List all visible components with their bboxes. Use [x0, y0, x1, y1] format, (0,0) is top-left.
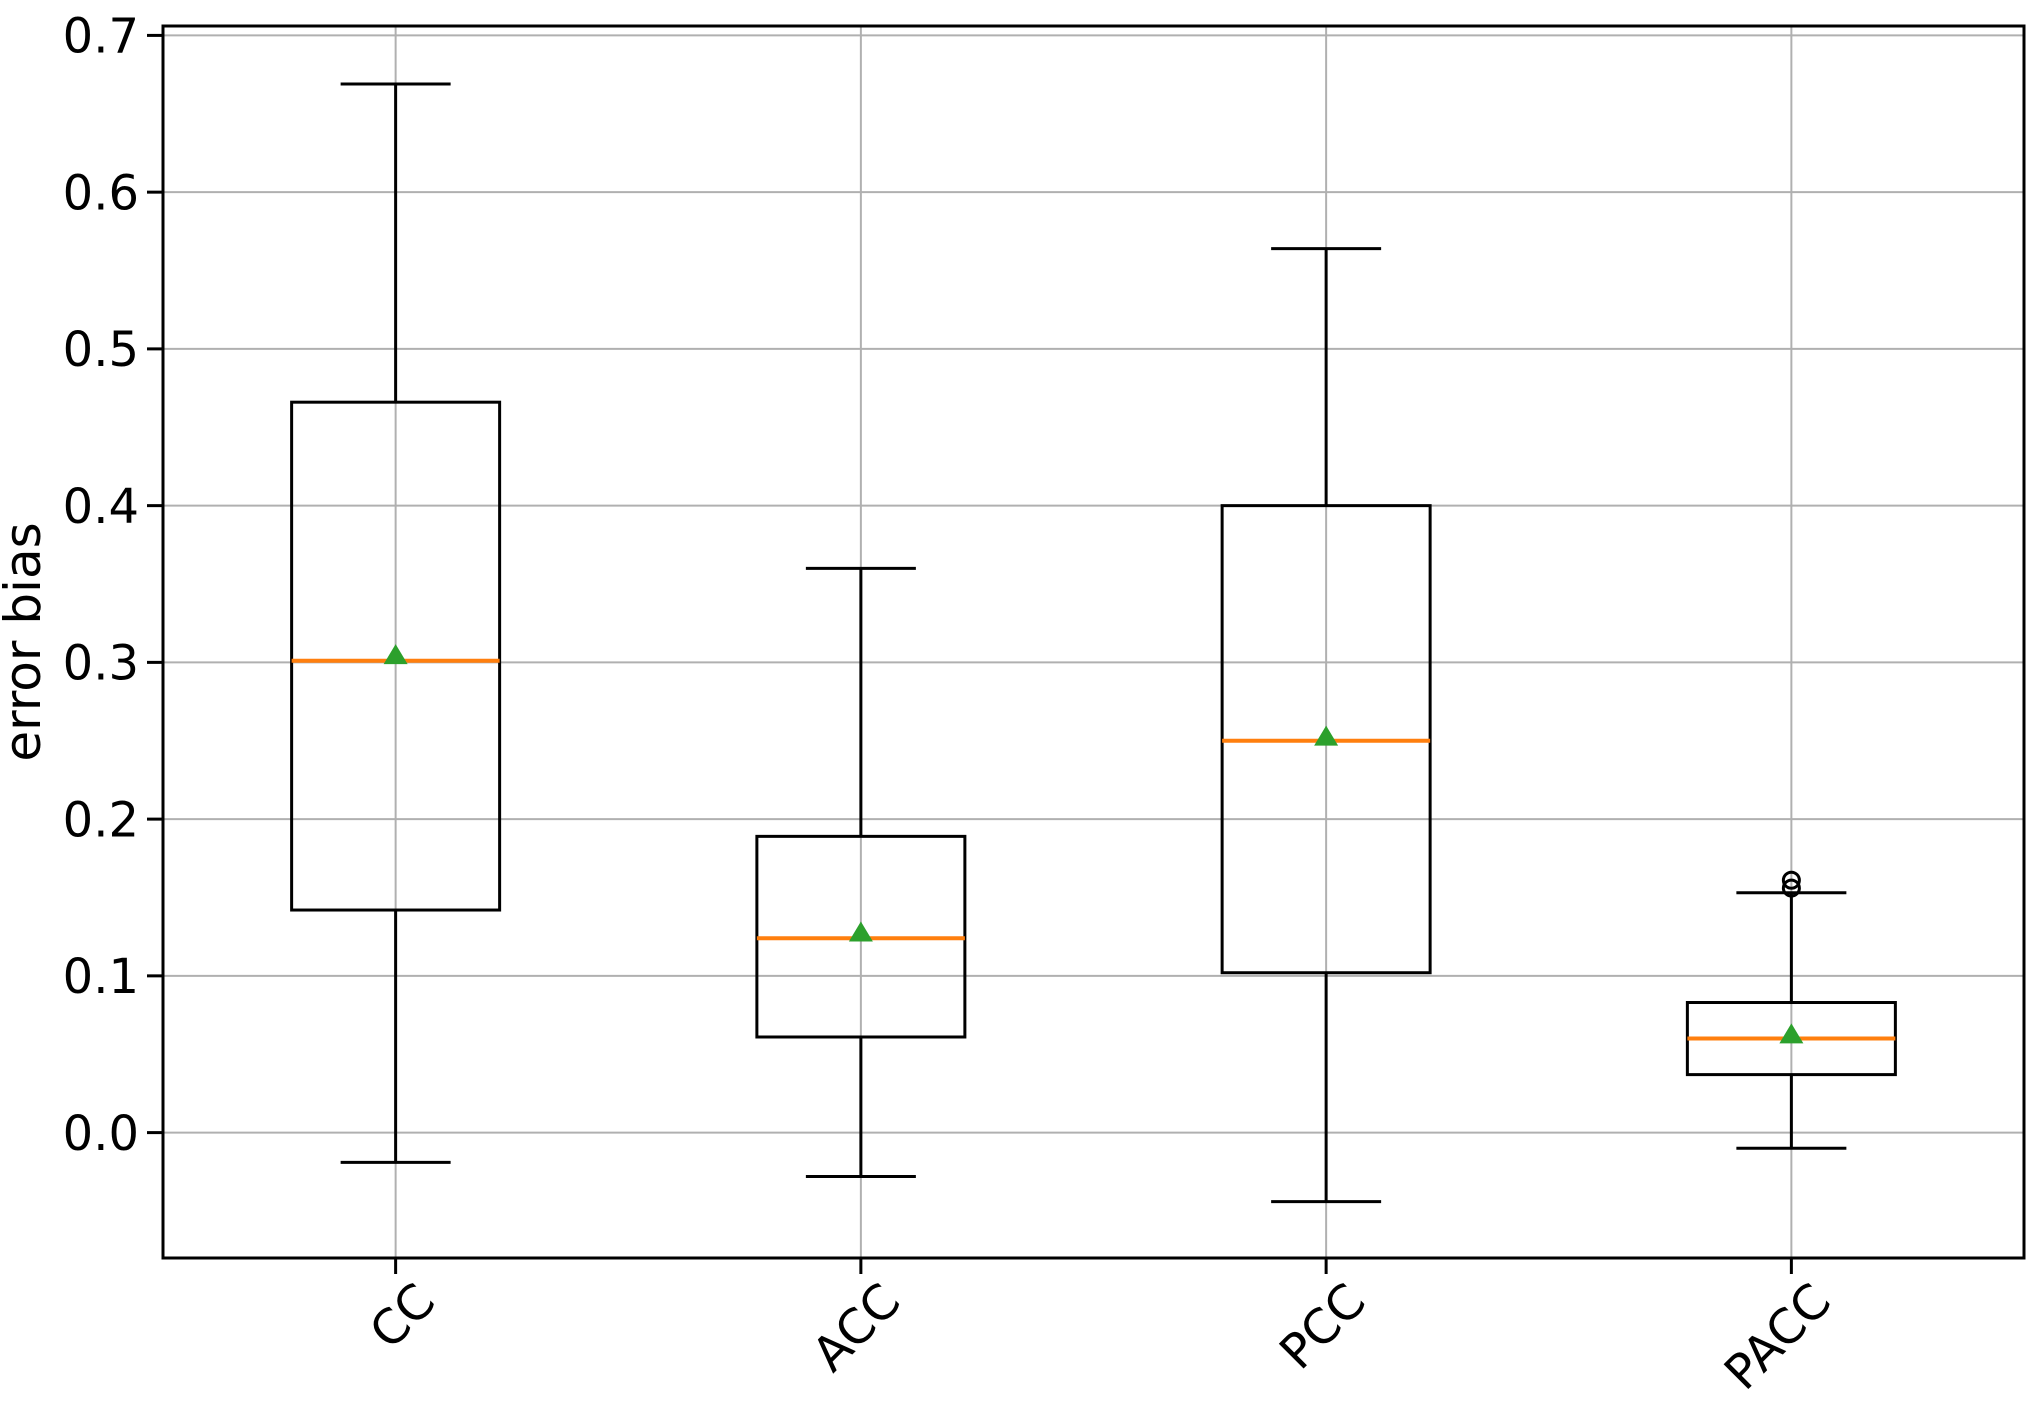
y-tick-label-0.7: 0.7 — [63, 9, 139, 65]
y-tick-label-0.0: 0.0 — [63, 1106, 139, 1162]
y-tick-label-0.1: 0.1 — [63, 949, 139, 1005]
x-tick-label-CC: CC — [359, 1273, 446, 1360]
y-tick-label-0.4: 0.4 — [63, 479, 139, 535]
y-tick-label-0.3: 0.3 — [63, 636, 139, 692]
iqr-box-CC — [290, 400, 502, 912]
x-tick-label-ACC: ACC — [802, 1273, 912, 1383]
mean-marker-ACC — [848, 921, 873, 942]
mean-marker-PCC — [1314, 725, 1339, 746]
mean-marker-CC — [383, 644, 408, 665]
mean-marker-PACC — [1779, 1023, 1804, 1044]
x-tick-label-PACC: PACC — [1714, 1273, 1842, 1401]
outlier-marker-PACC — [1781, 870, 1801, 890]
plot-border — [161, 24, 2026, 1260]
y-tick-label-0.2: 0.2 — [63, 792, 139, 848]
outlier-marker-PACC — [1781, 878, 1801, 898]
y-tick-label-0.6: 0.6 — [63, 165, 139, 221]
y-axis-label: error bias — [0, 522, 52, 761]
y-tick-label-0.5: 0.5 — [63, 322, 139, 378]
x-tick-label-PCC: PCC — [1269, 1273, 1376, 1380]
